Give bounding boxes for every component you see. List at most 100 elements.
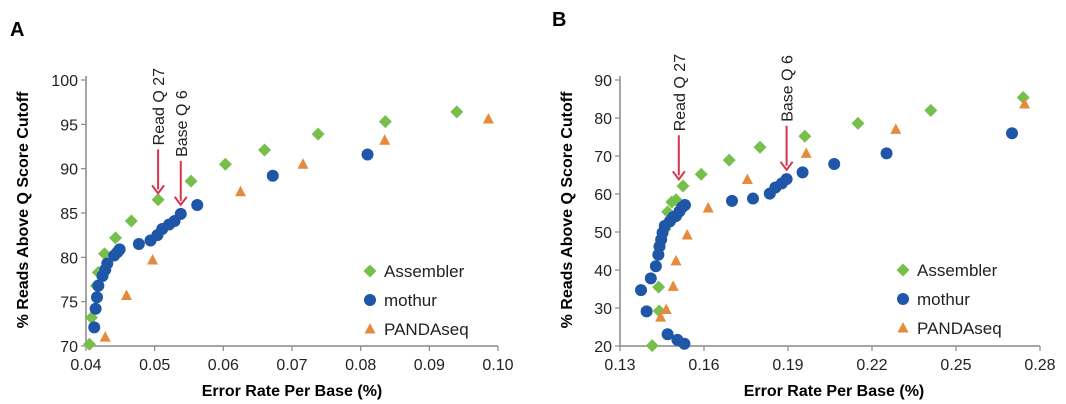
panel-b-x-tick-label: 0.28: [1024, 357, 1055, 374]
panel-a-y-tick-label: 95: [60, 117, 78, 134]
pandaseq-point: [655, 311, 667, 322]
panel-b-letter: B: [552, 9, 566, 31]
assembler-point: [694, 167, 708, 181]
mothur-point: [174, 207, 187, 220]
panel-a-y-tick-label: 70: [60, 339, 78, 356]
legend-item-pandaseq: PANDAseq: [897, 319, 1002, 338]
mothur-point: [113, 243, 126, 256]
assembler-point: [652, 280, 666, 294]
mothur-point: [726, 194, 738, 207]
panel-b-x-tick-label: 0.22: [856, 357, 887, 374]
legend-circle-icon: [897, 293, 909, 305]
legend-label: Assembler: [384, 262, 465, 281]
mothur-point: [796, 166, 809, 179]
panel-a-x-tick-label: 0.04: [70, 357, 101, 374]
mothur-point: [678, 199, 691, 212]
pandaseq-point: [890, 123, 902, 134]
pandaseq-point: [147, 253, 159, 265]
annotation-read-q-27: Read Q 27: [151, 68, 168, 196]
annotation-read-q-27: Read Q 27: [672, 54, 689, 181]
pandaseq-point: [670, 254, 682, 266]
assembler-point: [450, 105, 464, 119]
legend-triangle-icon: [897, 322, 909, 333]
panel-a-legend: Assembler mothur PANDAseq: [363, 262, 469, 339]
pandaseq-point: [702, 202, 714, 213]
pandaseq-point: [235, 185, 246, 197]
mothur-point: [747, 192, 759, 205]
panel-b-y-tick-label: 30: [594, 301, 612, 318]
mothur-point: [644, 272, 657, 285]
assembler-point: [1016, 90, 1030, 104]
panel-b-y-tick-label: 80: [594, 111, 612, 128]
pandaseq-point: [482, 113, 494, 124]
assembler-point: [258, 143, 272, 157]
assembler-point: [151, 193, 165, 207]
legend-item-assembler: Assembler: [363, 262, 465, 281]
panel-b-x-tick-label: 0.25: [940, 357, 971, 374]
pandaseq-point: [681, 229, 693, 240]
mothur-point: [780, 173, 793, 186]
assembler-point: [851, 116, 865, 130]
assembler-point: [798, 129, 812, 143]
assembler-point: [98, 247, 112, 261]
annotation-label: Read Q 27: [672, 54, 689, 131]
legend-circle-icon: [364, 294, 376, 306]
legend-triangle-icon: [364, 323, 376, 334]
legend-diamond-icon: [896, 263, 910, 277]
panel-b-x-axis-label: Error Rate Per Base (%): [744, 383, 925, 400]
panel-a-y-tick-label: 80: [60, 250, 78, 267]
pandaseq-point: [99, 331, 111, 342]
pandaseq-point: [1019, 97, 1031, 109]
assembler-point: [311, 127, 325, 141]
panel-b-x-tick-label: 0.19: [772, 357, 803, 374]
mothur-point: [88, 321, 101, 334]
panel-a-x-tick-label: 0.05: [139, 357, 170, 374]
panel-a-series-mothur: [88, 148, 374, 334]
assembler-point: [652, 304, 666, 318]
panel-b-y-tick-label: 60: [594, 187, 612, 204]
mothur-point: [266, 169, 279, 182]
mothur-point: [90, 291, 103, 304]
annotation-arrow-head: [173, 196, 188, 207]
annotation-label: Read Q 27: [151, 68, 168, 145]
mothur-point: [89, 302, 102, 315]
pandaseq-point: [297, 158, 309, 169]
panel-b-y-tick-label: 40: [594, 263, 612, 280]
mothur-point: [1006, 127, 1018, 140]
panel-a: A % Reads Above Q Score Cutoff Error Rat…: [10, 19, 514, 400]
pandaseq-point: [379, 134, 391, 145]
panel-a-y-tick-label: 100: [51, 73, 78, 90]
mothur-point: [191, 199, 204, 212]
panel-b-x-tick-label: 0.13: [604, 357, 635, 374]
mothur-point: [649, 260, 662, 273]
annotation-label: Base Q 6: [780, 55, 797, 122]
assembler-point: [218, 157, 232, 171]
legend-label: PANDAseq: [384, 320, 469, 339]
legend-label: PANDAseq: [917, 319, 1002, 338]
panel-a-x-tick-label: 0.10: [482, 357, 513, 374]
panel-a-x-axis-label: Error Rate Per Base (%): [202, 383, 383, 400]
mothur-point: [880, 147, 893, 160]
mothur-point: [828, 157, 841, 170]
mothur-point: [361, 148, 374, 161]
panel-a-y-axis-label: % Reads Above Q Score Cutoff: [15, 91, 32, 328]
panel-b-marks: [635, 90, 1031, 353]
panel-b-y-tick-label: 70: [594, 149, 612, 166]
assembler-point: [645, 339, 659, 353]
assembler-point: [924, 103, 938, 117]
pandaseq-point: [121, 289, 133, 300]
pandaseq-point: [660, 303, 672, 315]
pandaseq-point: [800, 147, 812, 158]
panel-a-annotations: Read Q 27 Base Q 6: [151, 68, 191, 207]
mothur-point: [101, 257, 114, 270]
panel-b-annotations: Read Q 27 Base Q 6: [672, 54, 797, 181]
assembler-point: [184, 174, 198, 188]
legend-label: Assembler: [917, 261, 998, 280]
pandaseq-point: [667, 280, 679, 291]
assembler-point: [676, 179, 690, 193]
assembler-point: [753, 140, 767, 154]
panel-b-series-assembler: [645, 90, 1030, 353]
annotation-label: Base Q 6: [174, 90, 191, 157]
mothur-point: [132, 238, 145, 251]
